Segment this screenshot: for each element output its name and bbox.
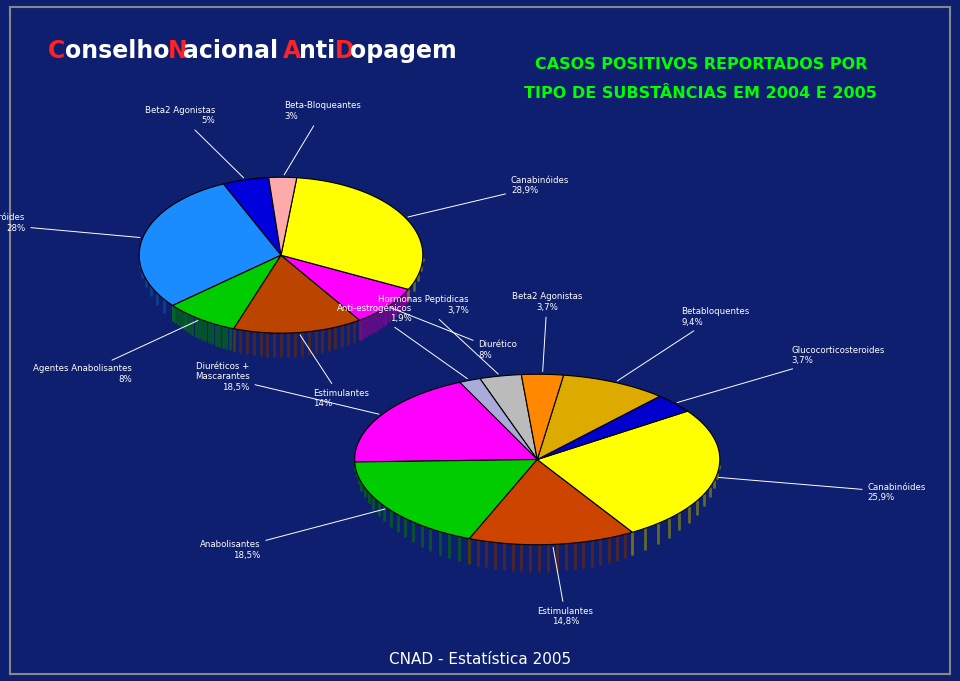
Polygon shape (538, 411, 720, 533)
Text: acional: acional (183, 39, 287, 63)
Text: Canabinóides
25,9%: Canabinóides 25,9% (719, 477, 926, 502)
Text: N: N (168, 39, 188, 63)
Text: Diurético
8%: Diurético 8% (391, 308, 517, 360)
Text: CASOS POSITIVOS REPORTADOS POR: CASOS POSITIVOS REPORTADOS POR (535, 57, 867, 72)
Text: Beta-Bloqueantes
3%: Beta-Bloqueantes 3% (284, 101, 361, 175)
Text: Estimulantes
14%: Estimulantes 14% (300, 335, 370, 408)
Text: Betabloquentes
9,4%: Betabloquentes 9,4% (617, 307, 750, 381)
Text: C: C (48, 39, 65, 63)
Text: TIPO DE SUBSTÂNCIAS EM 2004 E 2005: TIPO DE SUBSTÂNCIAS EM 2004 E 2005 (524, 86, 877, 101)
Polygon shape (173, 255, 281, 329)
Polygon shape (224, 178, 281, 255)
Text: Beta2 Agonistas
5%: Beta2 Agonistas 5% (145, 106, 244, 178)
Polygon shape (521, 375, 564, 460)
Polygon shape (269, 177, 297, 255)
Text: D: D (335, 39, 354, 63)
Polygon shape (355, 460, 538, 539)
Text: Diuréticos +
Mascarantes
18,5%: Diuréticos + Mascarantes 18,5% (195, 362, 379, 414)
Polygon shape (480, 375, 538, 460)
Text: Glucocorticosteróides
28%: Glucocorticosteróides 28% (0, 213, 140, 238)
Text: Hormonas Peptidicas
3,7%: Hormonas Peptidicas 3,7% (378, 296, 498, 374)
Text: Anabolisantes
18,5%: Anabolisantes 18,5% (200, 509, 385, 560)
Polygon shape (469, 460, 633, 545)
Polygon shape (354, 382, 538, 462)
Text: A: A (283, 39, 301, 63)
Text: Beta2 Agonistas
3,7%: Beta2 Agonistas 3,7% (512, 292, 582, 372)
Text: Agentes Anabolisantes
8%: Agentes Anabolisantes 8% (33, 321, 198, 383)
Text: onselho: onselho (65, 39, 178, 63)
Text: opagem: opagem (350, 39, 457, 63)
Polygon shape (538, 396, 687, 460)
Text: Glucocorticosteroides
3,7%: Glucocorticosteroides 3,7% (677, 346, 884, 402)
Text: nti: nti (299, 39, 335, 63)
Polygon shape (139, 184, 281, 306)
Polygon shape (281, 178, 422, 289)
Text: Canabinóides
28,9%: Canabinóides 28,9% (408, 176, 569, 217)
Polygon shape (460, 379, 538, 460)
Text: CNAD - Estatística 2005: CNAD - Estatística 2005 (389, 652, 571, 667)
Polygon shape (538, 375, 660, 460)
Text: Estimulantes
14,8%: Estimulantes 14,8% (538, 547, 593, 627)
Text: Anti-estrogénicos
1,9%: Anti-estrogénicos 1,9% (337, 303, 468, 379)
Polygon shape (233, 255, 360, 333)
Polygon shape (281, 255, 408, 320)
